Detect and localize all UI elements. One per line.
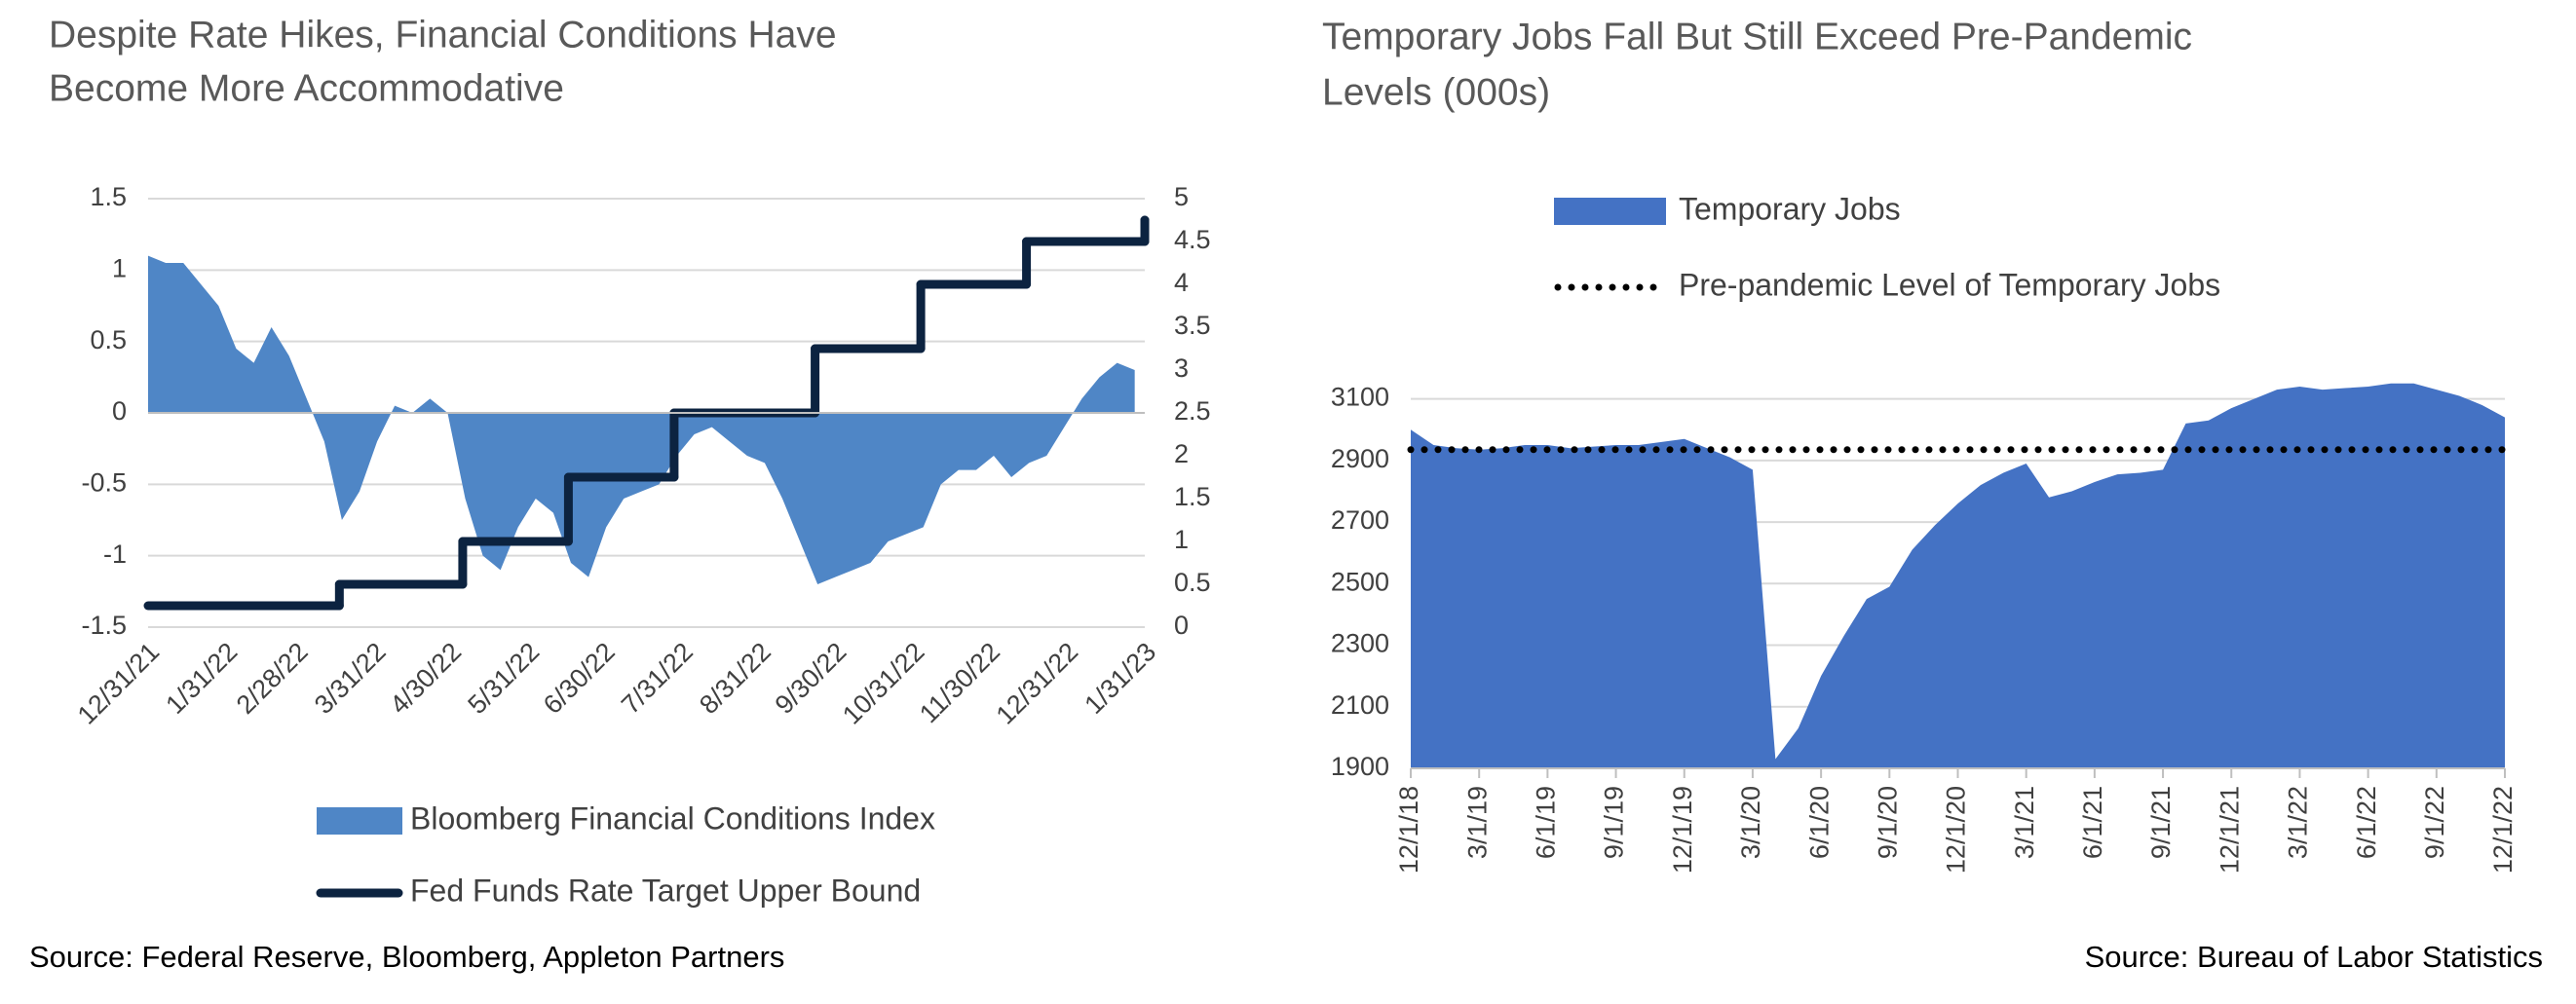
y2-tick-label: 2 [1174, 439, 1189, 468]
x-tick-label: 12/31/21 [72, 637, 166, 730]
x-tick-label: 1/31/23 [1079, 637, 1161, 720]
y2-tick-label: 3 [1174, 353, 1189, 383]
legend-swatch [1554, 198, 1666, 225]
legend-label: Temporary Jobs [1679, 191, 1901, 226]
y-tick-label: 0.5 [90, 325, 127, 354]
x-tick-label: 3/31/22 [309, 637, 392, 720]
y-tick-label: 1.5 [90, 182, 127, 211]
y-tick-label: 3100 [1331, 383, 1389, 412]
x-tick-label: 9/1/20 [1873, 786, 1902, 859]
y-tick-label: 2700 [1331, 505, 1389, 535]
y2-tick-label: 1 [1174, 525, 1189, 554]
chart-title: Levels (000s) [1322, 71, 1550, 113]
y-tick-label: -1 [103, 539, 127, 569]
chart-title: Temporary Jobs Fall But Still Exceed Pre… [1322, 16, 2192, 57]
y-tick-label: 2100 [1331, 690, 1389, 720]
x-tick-label: 12/1/22 [2488, 786, 2518, 874]
source-note: Source: Federal Reserve, Bloomberg, Appl… [29, 940, 784, 974]
legend-label: Pre-pandemic Level of Temporary Jobs [1679, 267, 2220, 302]
x-tick-label: 2/28/22 [231, 637, 314, 720]
x-tick-label: 6/30/22 [538, 637, 621, 720]
x-tick-label: 1/31/22 [160, 637, 243, 720]
x-tick-label: 12/1/20 [1942, 786, 1971, 874]
x-tick-label: 6/1/22 [2352, 786, 2381, 859]
x-tick-label: 12/1/18 [1394, 786, 1423, 874]
legend-label: Bloomberg Financial Conditions Index [410, 800, 935, 836]
x-tick-label: 4/30/22 [384, 637, 467, 720]
x-tick-label: 6/1/21 [2078, 786, 2107, 859]
x-tick-label: 10/31/22 [837, 637, 930, 730]
y2-tick-label: 2.5 [1174, 396, 1211, 426]
x-tick-label: 11/30/22 [914, 637, 1005, 728]
x-tick-label: 3/1/19 [1462, 786, 1492, 859]
x-tick-label: 9/1/19 [1600, 786, 1629, 859]
y2-tick-label: 4.5 [1174, 225, 1211, 254]
y-tick-label: 2900 [1331, 444, 1389, 473]
y-tick-label: 2300 [1331, 629, 1389, 658]
source-note: Source: Bureau of Labor Statistics [2085, 940, 2543, 974]
x-tick-label: 6/1/19 [1532, 786, 1561, 859]
y2-tick-label: 5 [1174, 182, 1189, 211]
y-tick-label: -1.5 [81, 611, 127, 640]
x-tick-label: 8/31/22 [694, 637, 777, 720]
y-tick-label: 1900 [1331, 752, 1389, 781]
x-tick-label: 9/1/22 [2420, 786, 2449, 859]
x-tick-label: 5/31/22 [462, 637, 545, 720]
x-tick-label: 12/1/21 [2215, 786, 2244, 874]
y2-tick-label: 4 [1174, 268, 1189, 297]
x-tick-label: 3/1/20 [1736, 786, 1765, 859]
x-tick-label: 12/1/19 [1668, 786, 1697, 874]
chart-title: Become More Accommodative [49, 67, 564, 109]
area [148, 255, 1135, 584]
legend-label: Fed Funds Rate Target Upper Bound [410, 873, 921, 908]
y2-tick-label: 0 [1174, 611, 1189, 640]
x-tick-label: 3/1/21 [2010, 786, 2039, 859]
x-tick-label: 12/31/22 [991, 637, 1084, 730]
x-tick-label: 7/31/22 [616, 637, 699, 720]
y-tick-label: 0 [112, 396, 127, 426]
y-tick-label: -0.5 [81, 467, 127, 497]
y2-tick-label: 0.5 [1174, 568, 1211, 597]
chart-title: Despite Rate Hikes, Financial Conditions… [49, 14, 837, 56]
x-tick-label: 6/1/20 [1804, 786, 1834, 859]
x-tick-label: 3/1/22 [2284, 786, 2313, 859]
legend-swatch [317, 807, 402, 835]
y-tick-label: 1 [112, 253, 127, 282]
y-tick-label: 2500 [1331, 567, 1389, 596]
x-tick-label: 9/1/21 [2146, 786, 2176, 859]
area [1411, 383, 2505, 768]
y2-tick-label: 1.5 [1174, 482, 1211, 511]
y2-tick-label: 3.5 [1174, 311, 1211, 340]
